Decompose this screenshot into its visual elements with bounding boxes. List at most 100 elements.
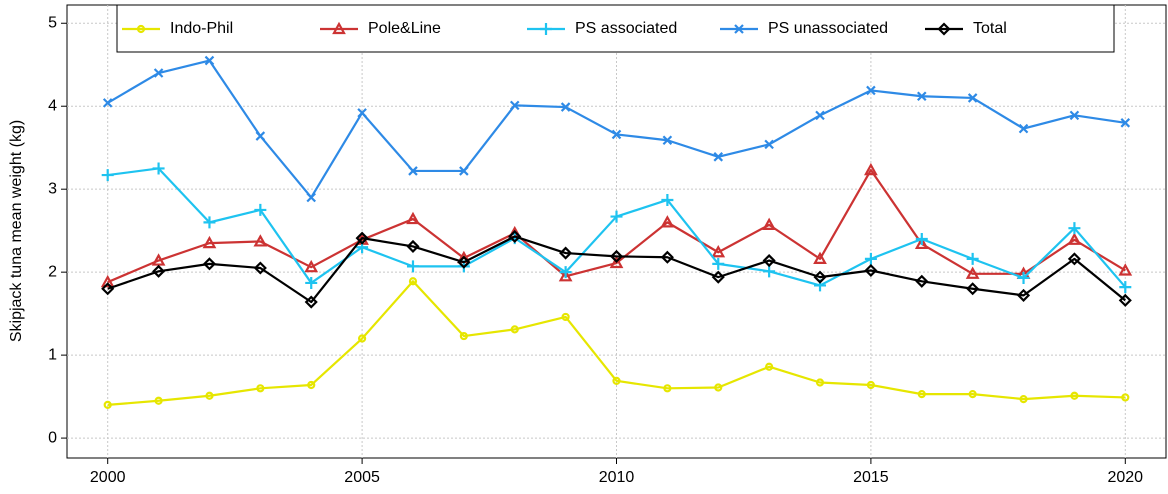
data-point bbox=[611, 129, 622, 140]
data-point bbox=[663, 384, 672, 393]
data-point bbox=[866, 85, 876, 96]
x-tick-label: 2020 bbox=[1107, 469, 1143, 486]
data-point bbox=[1121, 393, 1130, 402]
data-point bbox=[459, 166, 469, 176]
data-point bbox=[967, 93, 978, 103]
data-point bbox=[610, 210, 623, 223]
data-point bbox=[1070, 391, 1079, 400]
data-point bbox=[813, 270, 827, 284]
data-point bbox=[103, 400, 112, 409]
data-point bbox=[561, 312, 570, 321]
data-point bbox=[968, 390, 977, 399]
data-point bbox=[762, 217, 777, 230]
data-point bbox=[917, 91, 927, 102]
data-point bbox=[1118, 293, 1132, 307]
data-point bbox=[714, 383, 723, 392]
data-point bbox=[661, 193, 674, 206]
data-point bbox=[815, 378, 825, 387]
data-point bbox=[864, 252, 877, 265]
series-line bbox=[107, 169, 1126, 284]
data-point bbox=[711, 270, 725, 284]
legend-label: PS unassociated bbox=[768, 20, 888, 37]
data-point bbox=[101, 282, 115, 296]
data-point bbox=[965, 266, 980, 279]
data-point bbox=[915, 232, 928, 245]
x-tick-label: 2015 bbox=[853, 469, 889, 486]
data-point bbox=[762, 253, 776, 268]
data-point bbox=[1017, 271, 1030, 284]
data-point bbox=[1069, 110, 1080, 121]
data-point bbox=[966, 252, 979, 265]
y-tick-label: 1 bbox=[48, 346, 57, 363]
data-point bbox=[304, 295, 318, 309]
data-point bbox=[204, 55, 215, 66]
data-point bbox=[408, 277, 418, 286]
data-point bbox=[255, 131, 266, 141]
y-tick-label: 3 bbox=[48, 180, 57, 197]
data-point bbox=[660, 250, 674, 264]
data-point bbox=[154, 396, 163, 405]
legend-marker bbox=[332, 21, 346, 35]
data-point bbox=[459, 332, 468, 341]
data-point bbox=[253, 261, 267, 275]
data-point bbox=[406, 239, 420, 253]
data-point bbox=[764, 139, 774, 150]
data-point bbox=[765, 362, 774, 371]
data-point bbox=[609, 249, 624, 263]
data-point bbox=[202, 257, 217, 271]
data-point bbox=[813, 251, 827, 264]
legend-label: Indo-Phil bbox=[170, 20, 233, 37]
data-point bbox=[151, 253, 166, 266]
data-point bbox=[205, 391, 214, 400]
data-point bbox=[815, 110, 825, 121]
data-point bbox=[307, 380, 316, 390]
x-tick-label: 2005 bbox=[344, 469, 380, 486]
data-point bbox=[203, 216, 216, 229]
legend-label: PS associated bbox=[575, 20, 677, 37]
data-point bbox=[866, 380, 875, 390]
legend-marker bbox=[136, 24, 146, 34]
data-point bbox=[660, 215, 675, 228]
y-tick-label: 5 bbox=[48, 14, 57, 31]
data-point bbox=[711, 244, 726, 258]
legend-marker bbox=[937, 22, 951, 36]
data-point bbox=[1018, 123, 1029, 134]
data-point bbox=[1119, 281, 1132, 294]
data-point bbox=[1120, 118, 1131, 128]
x-tick-label: 2010 bbox=[599, 469, 635, 486]
data-point bbox=[254, 203, 267, 216]
legend-label: Pole&Line bbox=[368, 20, 441, 37]
y-tick-label: 0 bbox=[48, 429, 57, 446]
data-point bbox=[406, 260, 419, 273]
data-point bbox=[153, 68, 164, 78]
legend-label: Total bbox=[973, 20, 1007, 37]
data-point bbox=[256, 384, 265, 393]
data-point bbox=[612, 376, 621, 385]
data-point bbox=[306, 192, 316, 203]
data-point bbox=[914, 236, 929, 250]
data-point bbox=[712, 257, 725, 270]
data-point bbox=[100, 274, 115, 288]
data-point bbox=[609, 255, 624, 269]
data-point bbox=[1067, 252, 1081, 266]
data-point bbox=[102, 98, 113, 108]
series-line bbox=[107, 235, 1126, 304]
legend: Indo-Phil Pole&Line PS associated PS unasso… bbox=[116, 4, 1115, 53]
data-point bbox=[355, 231, 369, 245]
data-point bbox=[559, 266, 572, 279]
data-point bbox=[1118, 263, 1133, 276]
data-point bbox=[509, 100, 520, 111]
data-point bbox=[408, 166, 418, 176]
data-point bbox=[508, 229, 522, 244]
data-point bbox=[1016, 288, 1031, 302]
series-line bbox=[107, 280, 1126, 406]
data-point bbox=[662, 135, 673, 146]
data-point bbox=[966, 282, 980, 296]
x-tick-label: 2000 bbox=[90, 469, 126, 486]
data-point bbox=[1067, 232, 1082, 245]
data-point bbox=[202, 235, 217, 249]
data-point bbox=[457, 255, 471, 269]
data-point bbox=[357, 108, 367, 118]
data-point bbox=[253, 234, 268, 247]
